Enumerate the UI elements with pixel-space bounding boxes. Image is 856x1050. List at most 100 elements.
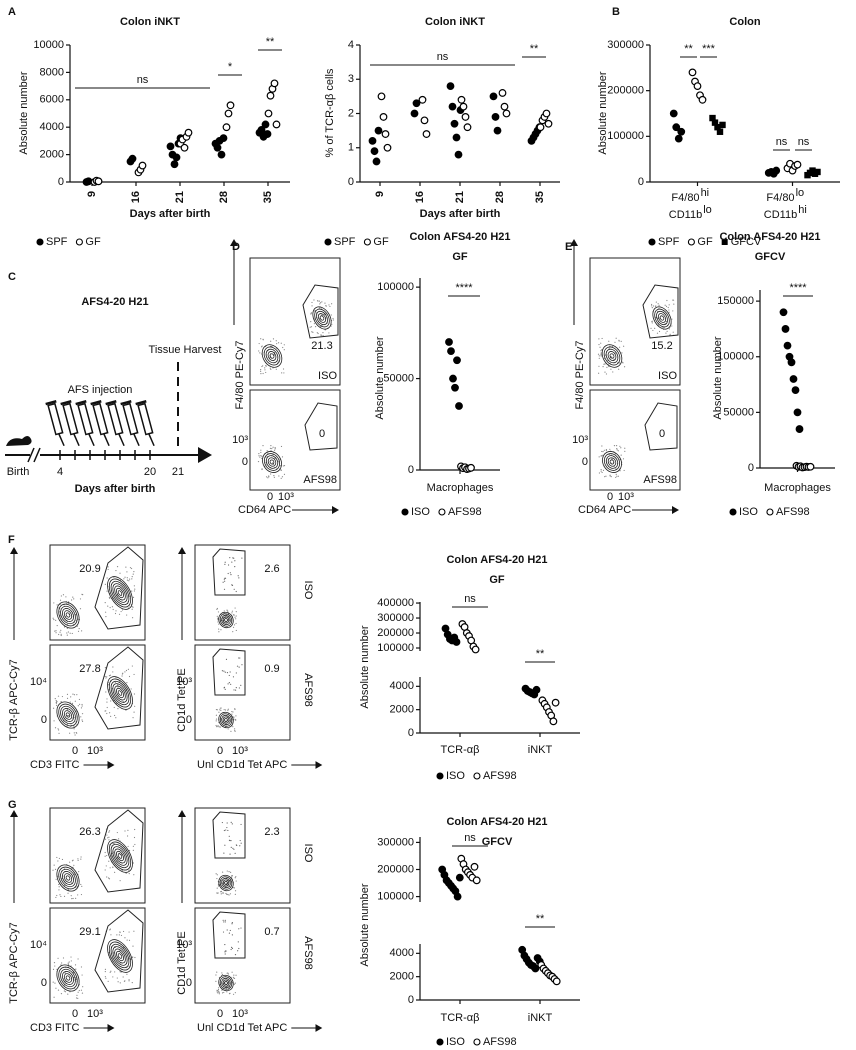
contour <box>112 683 128 703</box>
event-dot <box>117 981 119 983</box>
gate-value: 26.3 <box>79 826 100 838</box>
event-dot <box>282 465 284 467</box>
event-dot <box>231 710 233 713</box>
event-dot <box>110 700 112 702</box>
event-dot <box>75 732 77 734</box>
event-dot <box>604 476 606 478</box>
panel-label: G <box>8 799 17 811</box>
dot <box>698 95 707 104</box>
legend-label: GF <box>697 236 713 248</box>
contour <box>56 864 80 892</box>
y-tick-label: 50000 <box>383 372 414 384</box>
event-dot <box>221 871 224 873</box>
event-dot <box>75 997 78 999</box>
event-dot <box>58 886 60 888</box>
event-dot <box>598 372 600 374</box>
contour <box>65 612 71 618</box>
x-tick-label: 10³ <box>278 491 294 503</box>
event-dot <box>221 670 224 672</box>
event-dot <box>63 895 66 897</box>
event-dot <box>67 993 69 995</box>
x-tick-label: iNKT <box>528 744 553 756</box>
event-dot <box>276 343 278 345</box>
event-dot <box>325 305 327 307</box>
x-tick-label: 28 <box>218 191 230 203</box>
contour <box>65 712 71 718</box>
contour <box>218 874 234 892</box>
y-tick-label: 8000 <box>40 66 64 78</box>
timeline-label: 4 <box>57 466 63 478</box>
event-dot <box>53 720 55 722</box>
y-tick-label: 0 <box>582 456 588 468</box>
event-dot <box>58 883 60 886</box>
chart: Colon AFS4-20 H21 GFCV Absolute number 0 200… <box>359 816 580 1048</box>
event-dot <box>81 705 83 707</box>
contour <box>117 853 123 859</box>
event-dot <box>239 845 241 847</box>
event-dot <box>262 338 264 340</box>
event-dot <box>228 871 230 873</box>
flow-plot <box>589 389 681 491</box>
event-dot <box>72 897 74 900</box>
event-dot <box>112 843 114 845</box>
event-dot <box>125 566 127 568</box>
event-dot <box>218 991 220 993</box>
legend-marker <box>436 772 444 780</box>
event-dot <box>232 676 235 678</box>
event-dot <box>128 870 130 872</box>
event-dot <box>71 702 74 704</box>
event-dot <box>110 715 112 717</box>
event-dot <box>107 605 109 607</box>
event-dot <box>234 689 237 691</box>
event-dot <box>217 725 219 728</box>
event-dot <box>665 320 668 323</box>
event-dot <box>269 447 272 449</box>
dot <box>551 698 560 707</box>
dot <box>791 386 800 395</box>
x-tick-label: 0 <box>72 1008 78 1020</box>
event-dot <box>238 928 240 930</box>
event-dot <box>219 726 222 728</box>
event-dot <box>655 301 657 303</box>
contour <box>116 587 124 599</box>
contour <box>58 703 78 727</box>
event-dot <box>126 681 128 684</box>
event-dot <box>310 326 313 328</box>
event-dot <box>599 346 601 348</box>
event-dot <box>70 895 72 897</box>
event-dot <box>260 370 262 372</box>
contour <box>112 583 128 603</box>
contour <box>317 313 327 323</box>
contour <box>219 876 233 890</box>
event-dot <box>619 470 621 472</box>
row-label: ISO <box>658 370 677 382</box>
event-dot <box>59 599 62 601</box>
event-dot <box>117 708 119 710</box>
event-dot <box>220 890 223 893</box>
event-dot <box>73 732 75 734</box>
event-dot <box>116 566 119 568</box>
significance-label: ** <box>266 36 275 48</box>
event-dot <box>605 450 607 452</box>
event-dot <box>226 929 228 931</box>
event-dot <box>66 693 69 695</box>
event-dot <box>258 455 260 457</box>
legend-label: SPF <box>46 236 68 248</box>
dot <box>452 638 461 646</box>
event-dot <box>126 939 128 941</box>
event-dot <box>330 325 332 327</box>
x-tick-label: 9 <box>86 191 98 197</box>
y-tick-label: 10000 <box>33 39 64 51</box>
event-dot <box>54 698 56 700</box>
event-dot <box>604 371 606 373</box>
y-tick-label: 400000 <box>377 597 414 609</box>
dot <box>806 462 815 471</box>
event-dot <box>220 893 222 895</box>
event-dot <box>238 577 240 579</box>
x-tick-label: 0 <box>267 491 273 503</box>
event-dot <box>104 838 107 840</box>
event-dot <box>615 468 617 470</box>
dot <box>542 109 551 118</box>
legend-marker <box>687 238 695 246</box>
